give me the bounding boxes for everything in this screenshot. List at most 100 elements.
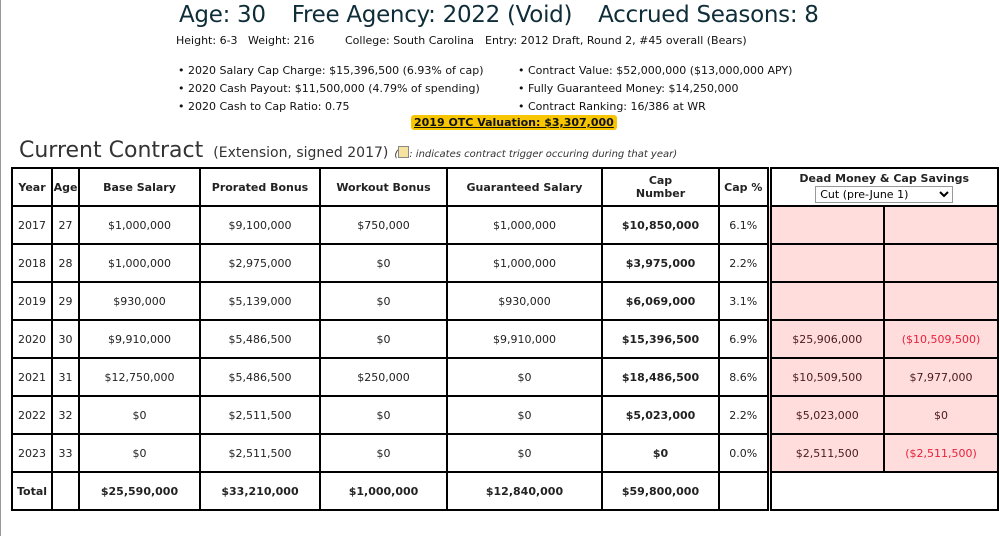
cell-cap-number: $6,069,000 <box>601 281 720 321</box>
cell-cap-savings: $7,977,000 <box>883 357 999 397</box>
weight: Weight: 216 <box>248 34 315 47</box>
total-cap-pct <box>718 471 770 511</box>
total-label: Total <box>11 471 53 511</box>
cell-dead-money <box>766 243 885 283</box>
col-age: Age <box>51 167 80 207</box>
col-workout-bonus: Workout Bonus <box>319 167 448 207</box>
total-base: $25,590,000 <box>78 471 201 511</box>
fact: Contract Ranking: 16/386 at WR <box>518 98 792 116</box>
table-row: 2017 27 $1,000,000 $9,100,000 $750,000 $1,000… <box>11 205 999 245</box>
cell-age: 33 <box>51 433 80 473</box>
col-base-salary: Base Salary <box>78 167 201 207</box>
total-guaranteed: $12,840,000 <box>446 471 603 511</box>
cell-cap-pct: 3.1% <box>718 281 770 321</box>
cell-prorated-bonus: $5,486,500 <box>199 357 321 397</box>
fact: 2020 Salary Cap Charge: $15,396,500 (6.9… <box>178 62 484 80</box>
cell-cap-savings <box>883 243 999 283</box>
note-paren: ( <box>394 149 399 160</box>
cell-guaranteed-salary: $1,000,000 <box>446 205 603 245</box>
cell-cap-pct: 6.9% <box>718 319 770 359</box>
cell-cap-number: $0 <box>601 433 720 473</box>
fact: 2020 Cash Payout: $11,500,000 (4.79% of … <box>178 80 484 98</box>
cell-age: 32 <box>51 395 80 435</box>
cell-guaranteed-salary: $0 <box>446 433 603 473</box>
cell-guaranteed-salary: $0 <box>446 357 603 397</box>
cell-workout-bonus: $0 <box>319 319 448 359</box>
cell-cap-pct: 8.6% <box>718 357 770 397</box>
cell-base-salary: $12,750,000 <box>78 357 201 397</box>
cell-workout-bonus: $0 <box>319 243 448 283</box>
trigger-note: : indicates contract trigger occuring du… <box>409 149 678 160</box>
cell-workout-bonus: $0 <box>319 281 448 321</box>
cell-cap-number: $18,486,500 <box>601 357 720 397</box>
col-cap-pct: Cap % <box>718 167 770 207</box>
table-row: 2018 28 $1,000,000 $2,975,000 $0 $1,000,000 $3… <box>11 243 999 283</box>
cell-year: 2022 <box>11 395 53 435</box>
contract-trigger-icon <box>398 146 410 158</box>
cell-guaranteed-salary: $930,000 <box>446 281 603 321</box>
cell-year: 2017 <box>11 205 53 245</box>
col-dead-money: Dead Money & Cap Savings Cut (pre-June 1) <box>766 167 999 207</box>
cell-dead-money <box>766 281 885 321</box>
cell-cap-savings: $0 <box>883 395 999 435</box>
facts-left: 2020 Salary Cap Charge: $15,396,500 (6.9… <box>178 62 484 116</box>
table-row: 2019 29 $930,000 $5,139,000 $0 $930,000 $6,069… <box>11 281 999 321</box>
col-guaranteed-salary: Guaranteed Salary <box>446 167 603 207</box>
cell-age: 31 <box>51 357 80 397</box>
cell-age: 28 <box>51 243 80 283</box>
facts-right: Contract Value: $52,000,000 ($13,000,000… <box>518 62 792 116</box>
player-headline: Age: 30 Free Agency: 2022 (Void) Accrued S… <box>179 2 845 28</box>
col-cap-number: Cap Number <box>601 167 720 207</box>
cell-cap-number: $3,975,000 <box>601 243 720 283</box>
contract-table: Year Age Base Salary Prorated Bonus Work… <box>11 167 999 511</box>
otc-valuation-link[interactable]: 2019 OTC Valuation: $3,307,000 <box>411 115 617 130</box>
cell-year: 2023 <box>11 433 53 473</box>
cell-dead-money: $25,906,000 <box>766 319 885 359</box>
cut-type-select[interactable]: Cut (pre-June 1) <box>815 185 954 203</box>
fact: 2020 Cash to Cap Ratio: 0.75 <box>178 98 484 116</box>
cell-cap-number: $15,396,500 <box>601 319 720 359</box>
cell-base-salary: $1,000,000 <box>78 243 201 283</box>
cell-prorated-bonus: $2,511,500 <box>199 395 321 435</box>
bio-line: Height: 6-3 Weight: 216 College: South Car… <box>176 34 747 47</box>
cell-base-salary: $9,910,000 <box>78 319 201 359</box>
cell-age: 29 <box>51 281 80 321</box>
cell-dead-money: $2,511,500 <box>766 433 885 473</box>
cell-prorated-bonus: $2,975,000 <box>199 243 321 283</box>
cell-dead-money <box>766 205 885 245</box>
cell-cap-number: $10,850,000 <box>601 205 720 245</box>
cell-workout-bonus: $0 <box>319 433 448 473</box>
college: College: South Carolina <box>345 34 474 47</box>
cell-cap-pct: 6.1% <box>718 205 770 245</box>
cell-base-salary: $930,000 <box>78 281 201 321</box>
cell-guaranteed-salary: $9,910,000 <box>446 319 603 359</box>
cell-cap-savings <box>883 205 999 245</box>
cell-dead-money: $5,023,000 <box>766 395 885 435</box>
contract-heading: Current Contract (Extension, signed 2017)… <box>19 138 677 163</box>
cell-prorated-bonus: $5,139,000 <box>199 281 321 321</box>
cell-cap-pct: 2.2% <box>718 395 770 435</box>
cell-guaranteed-salary: $1,000,000 <box>446 243 603 283</box>
cell-prorated-bonus: $5,486,500 <box>199 319 321 359</box>
table-row: 2023 33 $0 $2,511,500 $0 $0 $0 0.0% $2,511,500 ($… <box>11 433 999 473</box>
cell-prorated-bonus: $2,511,500 <box>199 433 321 473</box>
total-age <box>51 471 80 511</box>
cell-cap-pct: 2.2% <box>718 243 770 283</box>
cell-workout-bonus: $750,000 <box>319 205 448 245</box>
cell-cap-pct: 0.0% <box>718 433 770 473</box>
cell-cap-number: $5,023,000 <box>601 395 720 435</box>
table-row: 2021 31 $12,750,000 $5,486,500 $250,000 $0 $18… <box>11 357 999 397</box>
total-workout: $1,000,000 <box>319 471 448 511</box>
contract-title: Current Contract <box>19 138 204 163</box>
total-dead-money <box>766 471 999 511</box>
cell-base-salary: $0 <box>78 395 201 435</box>
age: Age: 30 <box>179 2 266 28</box>
col-year: Year <box>11 167 53 207</box>
cell-year: 2020 <box>11 319 53 359</box>
cell-base-salary: $1,000,000 <box>78 205 201 245</box>
fact: Fully Guaranteed Money: $14,250,000 <box>518 80 792 98</box>
accrued-seasons: Accrued Seasons: 8 <box>598 2 819 28</box>
free-agency: Free Agency: 2022 (Void) <box>291 2 573 28</box>
contract-subtitle: (Extension, signed 2017) <box>213 145 389 161</box>
total-row: Total $25,590,000 $33,210,000 $1,000,000… <box>11 471 999 511</box>
